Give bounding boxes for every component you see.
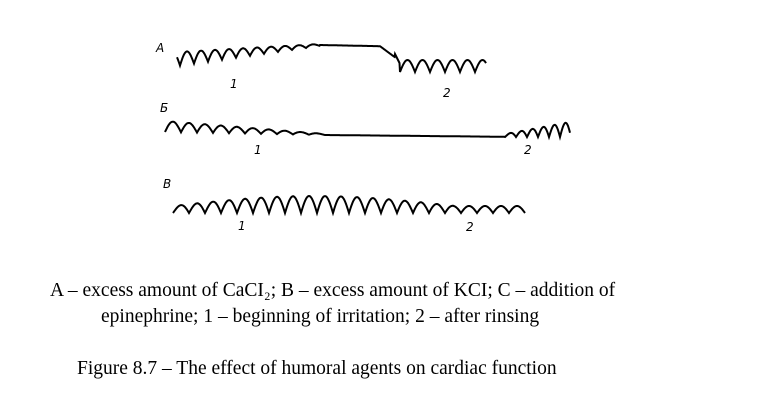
trace-b-label: Б [160,101,168,115]
legend-line-1: A – excess amount of CaCI₂; B – excess a… [50,280,616,301]
legend-line-2: epinephrine; 1 – beginning of irritation… [101,306,540,327]
trace-b [164,120,571,141]
trace-a-mark-2: 2 [443,86,451,100]
trace-c-mark-1: 1 [238,219,246,233]
trace-a-mark-1: 1 [230,77,238,91]
trace-b-mark-1: 1 [254,143,262,157]
figure-caption: Figure 8.7 – The effect of humoral agent… [77,358,557,379]
trace-c-label: В [163,177,171,191]
trace-c-mark-2: 2 [466,220,474,234]
trace-a-label: А [155,41,164,55]
trace-b-mark-2: 2 [524,143,532,157]
trace-a [176,43,487,75]
trace-c [172,194,526,217]
